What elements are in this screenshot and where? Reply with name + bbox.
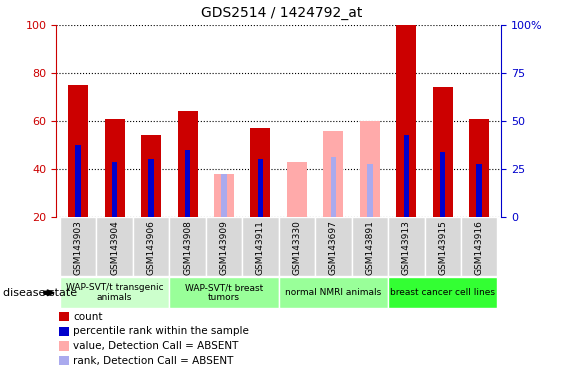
Bar (388, 277, 498, 308)
Bar (440, 152, 445, 217)
Bar (221, 174, 227, 217)
Bar (169, 277, 279, 308)
Bar (169, 217, 205, 276)
Bar (469, 119, 489, 217)
Bar (177, 111, 198, 217)
Bar (396, 25, 416, 217)
Bar (68, 85, 88, 217)
Bar (258, 159, 263, 217)
Bar (425, 217, 461, 276)
Bar (360, 121, 380, 217)
Bar (214, 174, 234, 217)
Text: GSM143904: GSM143904 (110, 220, 119, 275)
Bar (133, 217, 169, 276)
Text: count: count (73, 312, 102, 322)
Bar (279, 217, 315, 276)
Text: GSM143913: GSM143913 (402, 220, 411, 275)
Bar (279, 277, 388, 308)
Bar (388, 217, 425, 276)
Text: WAP-SVT/t breast
tumors: WAP-SVT/t breast tumors (185, 283, 263, 303)
Bar (96, 217, 133, 276)
Bar (105, 119, 124, 217)
Bar (75, 145, 81, 217)
Bar (433, 87, 453, 217)
Text: GSM143697: GSM143697 (329, 220, 338, 275)
Text: percentile rank within the sample: percentile rank within the sample (73, 326, 249, 336)
Text: disease state: disease state (3, 288, 77, 298)
Text: GSM143915: GSM143915 (438, 220, 447, 275)
Bar (149, 159, 154, 217)
Text: GSM143909: GSM143909 (220, 220, 229, 275)
Bar (367, 164, 373, 217)
Text: WAP-SVT/t transgenic
animals: WAP-SVT/t transgenic animals (66, 283, 163, 303)
Bar (112, 162, 117, 217)
Text: rank, Detection Call = ABSENT: rank, Detection Call = ABSENT (73, 356, 234, 366)
Bar (404, 135, 409, 217)
Text: GSM143908: GSM143908 (183, 220, 192, 275)
Bar (251, 128, 270, 217)
Bar (205, 217, 242, 276)
Text: GSM143330: GSM143330 (292, 220, 301, 275)
Text: value, Detection Call = ABSENT: value, Detection Call = ABSENT (73, 341, 239, 351)
Bar (141, 135, 161, 217)
Bar (323, 131, 343, 217)
Bar (330, 157, 336, 217)
Text: normal NMRI animals: normal NMRI animals (285, 288, 382, 297)
Bar (185, 150, 190, 217)
Text: GSM143903: GSM143903 (74, 220, 83, 275)
Bar (287, 162, 307, 217)
Bar (461, 217, 498, 276)
Bar (476, 164, 482, 217)
Bar (352, 217, 388, 276)
Text: GSM143906: GSM143906 (146, 220, 155, 275)
Bar (60, 217, 96, 276)
Text: GSM143891: GSM143891 (365, 220, 374, 275)
Text: GSM143916: GSM143916 (475, 220, 484, 275)
Text: GSM143911: GSM143911 (256, 220, 265, 275)
Text: GDS2514 / 1424792_at: GDS2514 / 1424792_at (201, 6, 362, 20)
Bar (315, 217, 352, 276)
Bar (60, 277, 169, 308)
Bar (242, 217, 279, 276)
Text: breast cancer cell lines: breast cancer cell lines (390, 288, 495, 297)
